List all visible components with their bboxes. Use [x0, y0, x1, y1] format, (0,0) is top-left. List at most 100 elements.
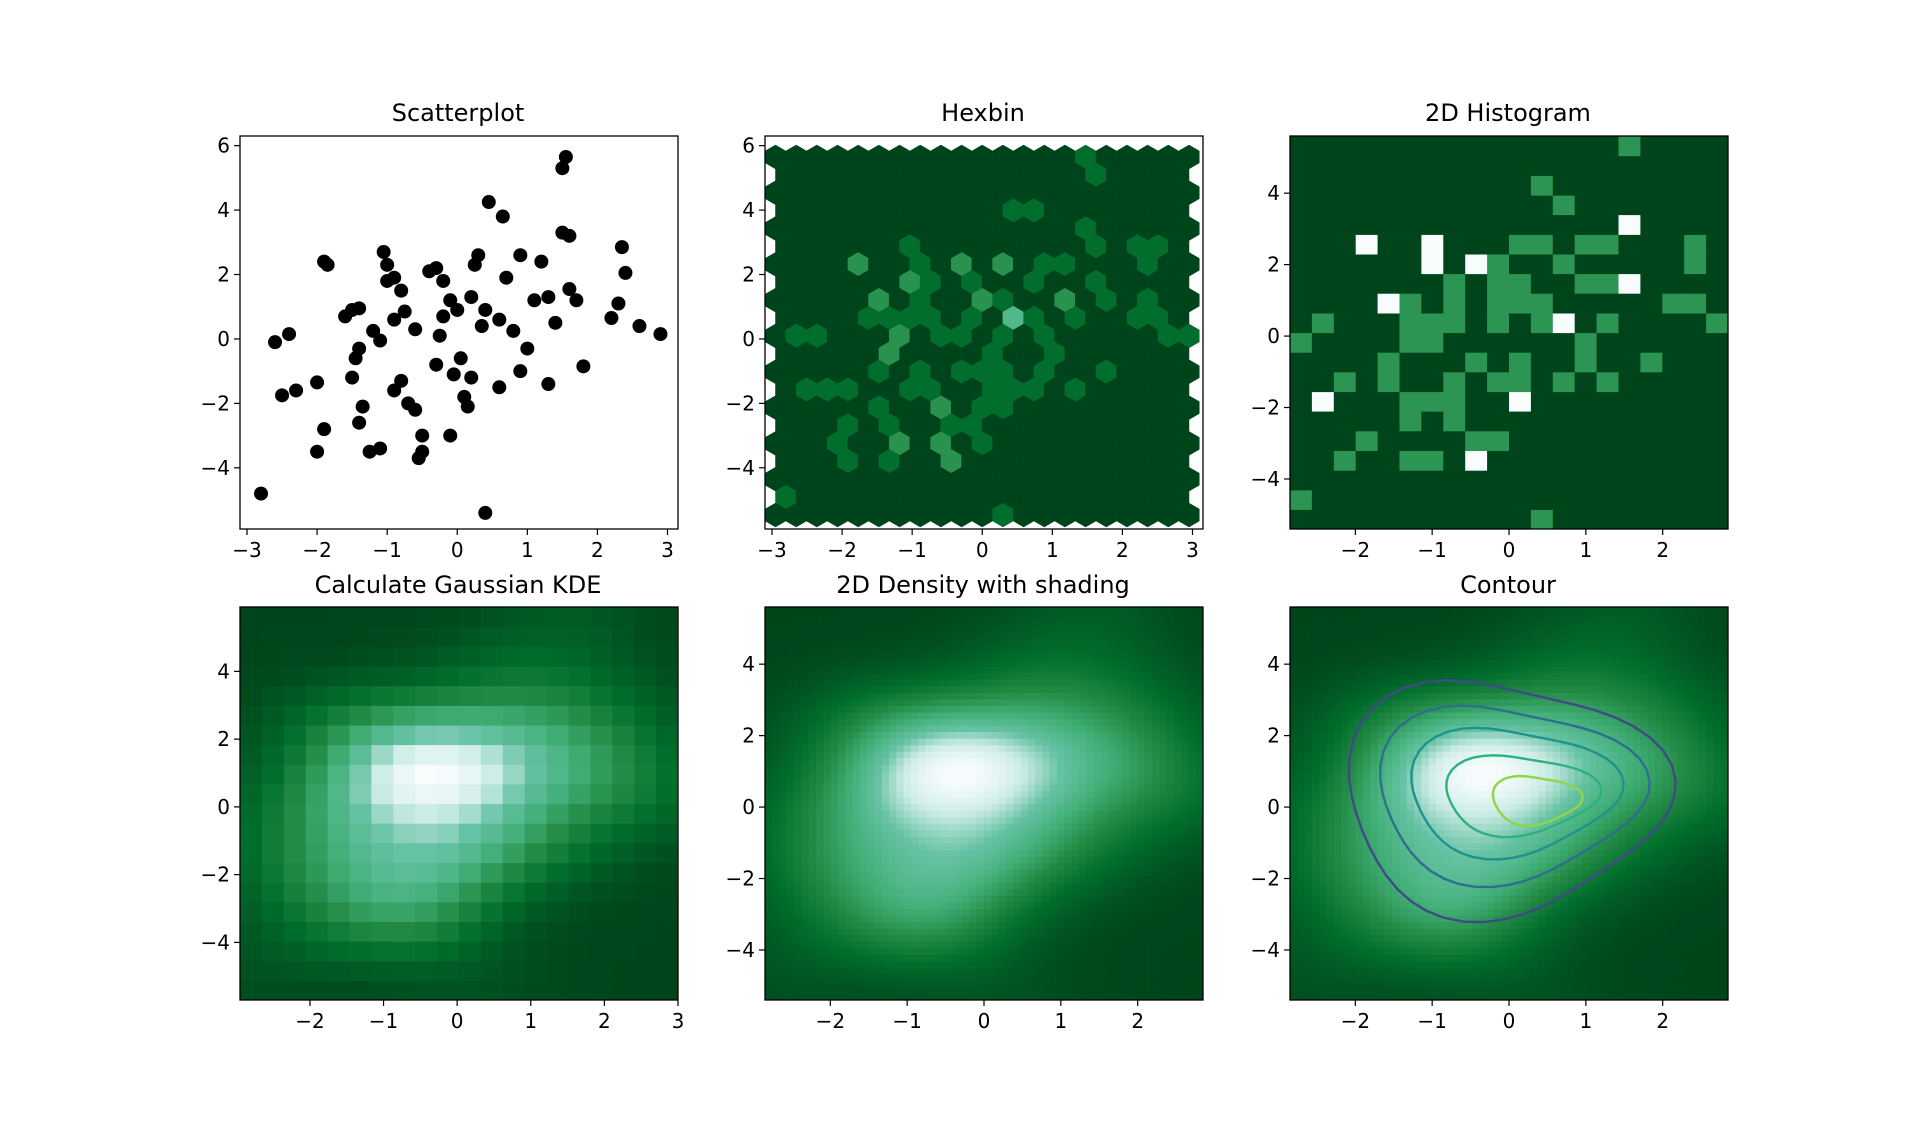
density-shading-cell [1020, 607, 1029, 615]
hist2d-cell [1377, 155, 1401, 176]
density-shading-cell [801, 790, 810, 798]
density-shading-cell [786, 705, 795, 713]
density-shading-cell [1173, 869, 1182, 877]
kde-grid-cell [393, 803, 416, 824]
density-shading-cell [786, 947, 795, 955]
density-shading-cell [823, 803, 832, 811]
density-shading-cell [1151, 862, 1160, 870]
density-shading-cell [1086, 777, 1095, 785]
hist2d-cell [1530, 509, 1554, 529]
density-shading-cell [1173, 724, 1182, 733]
density-shading-cell [976, 928, 985, 936]
density-shading-cell [1159, 724, 1168, 733]
density-shading-cell [984, 895, 992, 903]
density-shading-cell [1020, 882, 1029, 890]
density-shading-cell [816, 816, 825, 824]
density-shading-cell [1071, 705, 1080, 713]
density-shading-cell [962, 692, 971, 700]
kde-grid-cell [305, 823, 329, 844]
kde-grid-cell [393, 941, 416, 962]
density-shading-cell [1115, 960, 1124, 968]
density-shading-cell [1078, 816, 1087, 824]
hist2d-cell [1377, 470, 1401, 491]
density-shading-cell [874, 692, 883, 700]
density-shading-cell [765, 764, 773, 772]
density-shading-cell [816, 711, 825, 720]
density-shading-cell [1144, 928, 1153, 936]
density-shading-cell [925, 941, 934, 949]
density-shading-cell [867, 855, 876, 864]
density-shading-cell [940, 646, 949, 654]
density-shading-cell [947, 993, 956, 1000]
density-shading-cell [1108, 764, 1117, 772]
scatter-ytick-label: 4 [217, 198, 230, 222]
density-shading-cell [838, 652, 846, 661]
density-shading-cell [1144, 862, 1153, 870]
density-shading-cell [1100, 790, 1109, 798]
density-shading-cell [1130, 659, 1138, 667]
density-shading-cell [896, 757, 905, 765]
density-shading-cell [991, 724, 1000, 733]
density-shading-cell [779, 620, 788, 628]
density-shading-cell [852, 928, 861, 936]
density-shading-cell [947, 914, 956, 923]
density-shading-cell [1086, 685, 1095, 693]
density-shading-cell [816, 855, 825, 864]
density-shading-cell [1042, 973, 1051, 982]
density-shading-cell [1027, 757, 1036, 765]
scatter-point [541, 290, 556, 305]
density-shading-cell [1057, 908, 1065, 916]
density-shading-cell [1078, 914, 1087, 923]
density-shading-cell [925, 869, 934, 877]
hist2d-cell [1640, 155, 1663, 176]
density-shading-cell [1137, 888, 1146, 896]
density-shading-cell [969, 783, 978, 792]
density-shading-cell [1093, 928, 1102, 936]
scatter-point [478, 302, 493, 317]
kde-grid-cell [568, 724, 591, 746]
density-shading-cell [889, 757, 898, 765]
density-shading-cell [1086, 914, 1095, 923]
density-shading-cell [1049, 914, 1058, 923]
density-shading-cell [1071, 967, 1080, 975]
kde-grid-cell [480, 724, 504, 746]
density-shading-cell [1188, 744, 1197, 752]
density-shading-cell [1100, 652, 1109, 661]
density-shading-cell [1035, 659, 1044, 667]
density-shading-cell [779, 862, 788, 870]
density-shading-cell [794, 888, 803, 896]
kde-grid-cells [240, 607, 678, 1000]
hist2d-cell [1530, 391, 1554, 412]
density-shading-cell [838, 764, 846, 772]
density-shading-cell [1130, 711, 1138, 720]
density-shading-cell [940, 960, 949, 968]
density-shading-cell [962, 829, 971, 837]
density-shading-cell [896, 738, 905, 746]
density-shading-cell [947, 639, 956, 647]
density-shading-cell [1086, 613, 1095, 621]
density-shading-cell [969, 692, 978, 700]
kde-grid-cell [612, 783, 635, 805]
density-shading-cell [1064, 666, 1073, 674]
density-shading-cell [1086, 751, 1095, 759]
density-shading-cell [1115, 928, 1124, 936]
density-shading-cell [881, 855, 890, 864]
kde-grid-cell [459, 960, 482, 981]
density-shading-cell [947, 842, 956, 851]
density-shading-cell [1071, 744, 1080, 752]
kde-grid-cell [283, 607, 307, 628]
density-shading-cell [1144, 626, 1153, 634]
scatter-point [429, 357, 444, 372]
kde-grid-cell [612, 607, 635, 628]
hist2d-cell [1684, 312, 1707, 334]
scatter-point [450, 302, 465, 317]
density-shading-cell [1137, 685, 1146, 693]
density-shading-cell [881, 666, 890, 674]
density-shading-cell [1122, 646, 1131, 654]
density-shading-cell [947, 934, 956, 942]
density-shading-cell [1108, 967, 1117, 975]
density-shading-cell [830, 751, 839, 759]
hist2d-cell [1618, 489, 1641, 510]
hist2d-cell [1355, 136, 1379, 157]
density-shading-cell [859, 633, 868, 641]
